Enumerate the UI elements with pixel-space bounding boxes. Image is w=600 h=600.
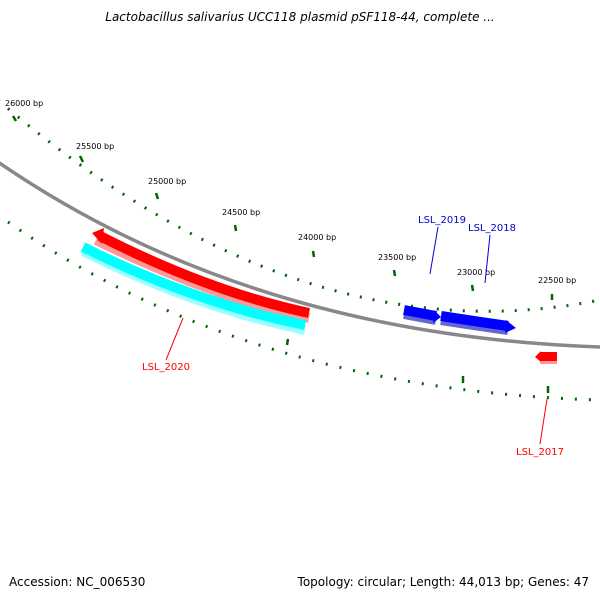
major-tick: [78, 155, 85, 163]
callout-line-lsl-2018: [484, 234, 491, 284]
major-tick: [311, 250, 316, 258]
gene-lsl-2017-body: [540, 352, 557, 361]
gene-lsl-2018-arrowhead: [505, 320, 516, 333]
gene-lsl-2019[interactable]: [403, 305, 441, 325]
callout-line-lsl-2017: [539, 398, 548, 445]
gene-lsl-2017[interactable]: [535, 351, 557, 364]
gene-lsl-2020-arrowhead: [92, 228, 104, 244]
gene-label-lsl-2018[interactable]: LSL_2018: [468, 223, 516, 234]
gene-lsl-2019-body: [403, 305, 437, 321]
map-title: Lactobacillus salivarius UCC118 plasmid …: [105, 10, 495, 24]
scale-label-25500: 25500 bp: [76, 142, 114, 151]
gene-highlight-body: [80, 242, 306, 330]
inner-tick-ring: [7, 220, 600, 402]
major-tick: [285, 338, 290, 346]
scale-label-26000: 26000 bp: [5, 99, 43, 108]
outer-tick-ring: [0, 99, 600, 313]
gene-lsl-2018-body: [440, 311, 509, 331]
gene-lsl-2020-body: [97, 231, 311, 318]
scale-label-25000: 25000 bp: [148, 177, 186, 186]
gene-label-lsl-2017[interactable]: LSL_2017: [516, 447, 564, 458]
major-tick: [11, 115, 18, 122]
gene-lsl-2020[interactable]: [92, 228, 311, 323]
topology-summary: Topology: circular; Length: 44,013 bp; G…: [297, 575, 589, 589]
scale-label-24000: 24000 bp: [298, 233, 336, 242]
gene-lsl-2019-arrowhead: [433, 310, 441, 323]
outer-ring-ticks: [0, 99, 600, 313]
scale-label-22500: 22500 bp: [538, 276, 576, 285]
major-tick: [392, 269, 397, 277]
gene-highlight-band[interactable]: [80, 242, 307, 335]
plasmid-backbone: [0, 161, 600, 349]
callout-line-lsl-2020: [165, 317, 184, 361]
major-tick: [470, 284, 475, 292]
gene-label-lsl-2020[interactable]: LSL_2020: [142, 362, 190, 373]
scale-label-23500: 23500 bp: [378, 253, 416, 262]
scale-label-24500: 24500 bp: [222, 208, 260, 217]
major-tick: [233, 224, 238, 232]
gene-lsl-2017-arrowhead: [535, 351, 541, 362]
gene-label-lsl-2019[interactable]: LSL_2019: [418, 215, 466, 226]
accession-text: Accession: NC_006530: [9, 575, 146, 589]
callout-line-lsl-2019: [429, 226, 439, 275]
gene-lsl-2018[interactable]: [440, 311, 516, 335]
major-tick: [154, 192, 160, 200]
scale-label-23000: 23000 bp: [457, 268, 495, 277]
